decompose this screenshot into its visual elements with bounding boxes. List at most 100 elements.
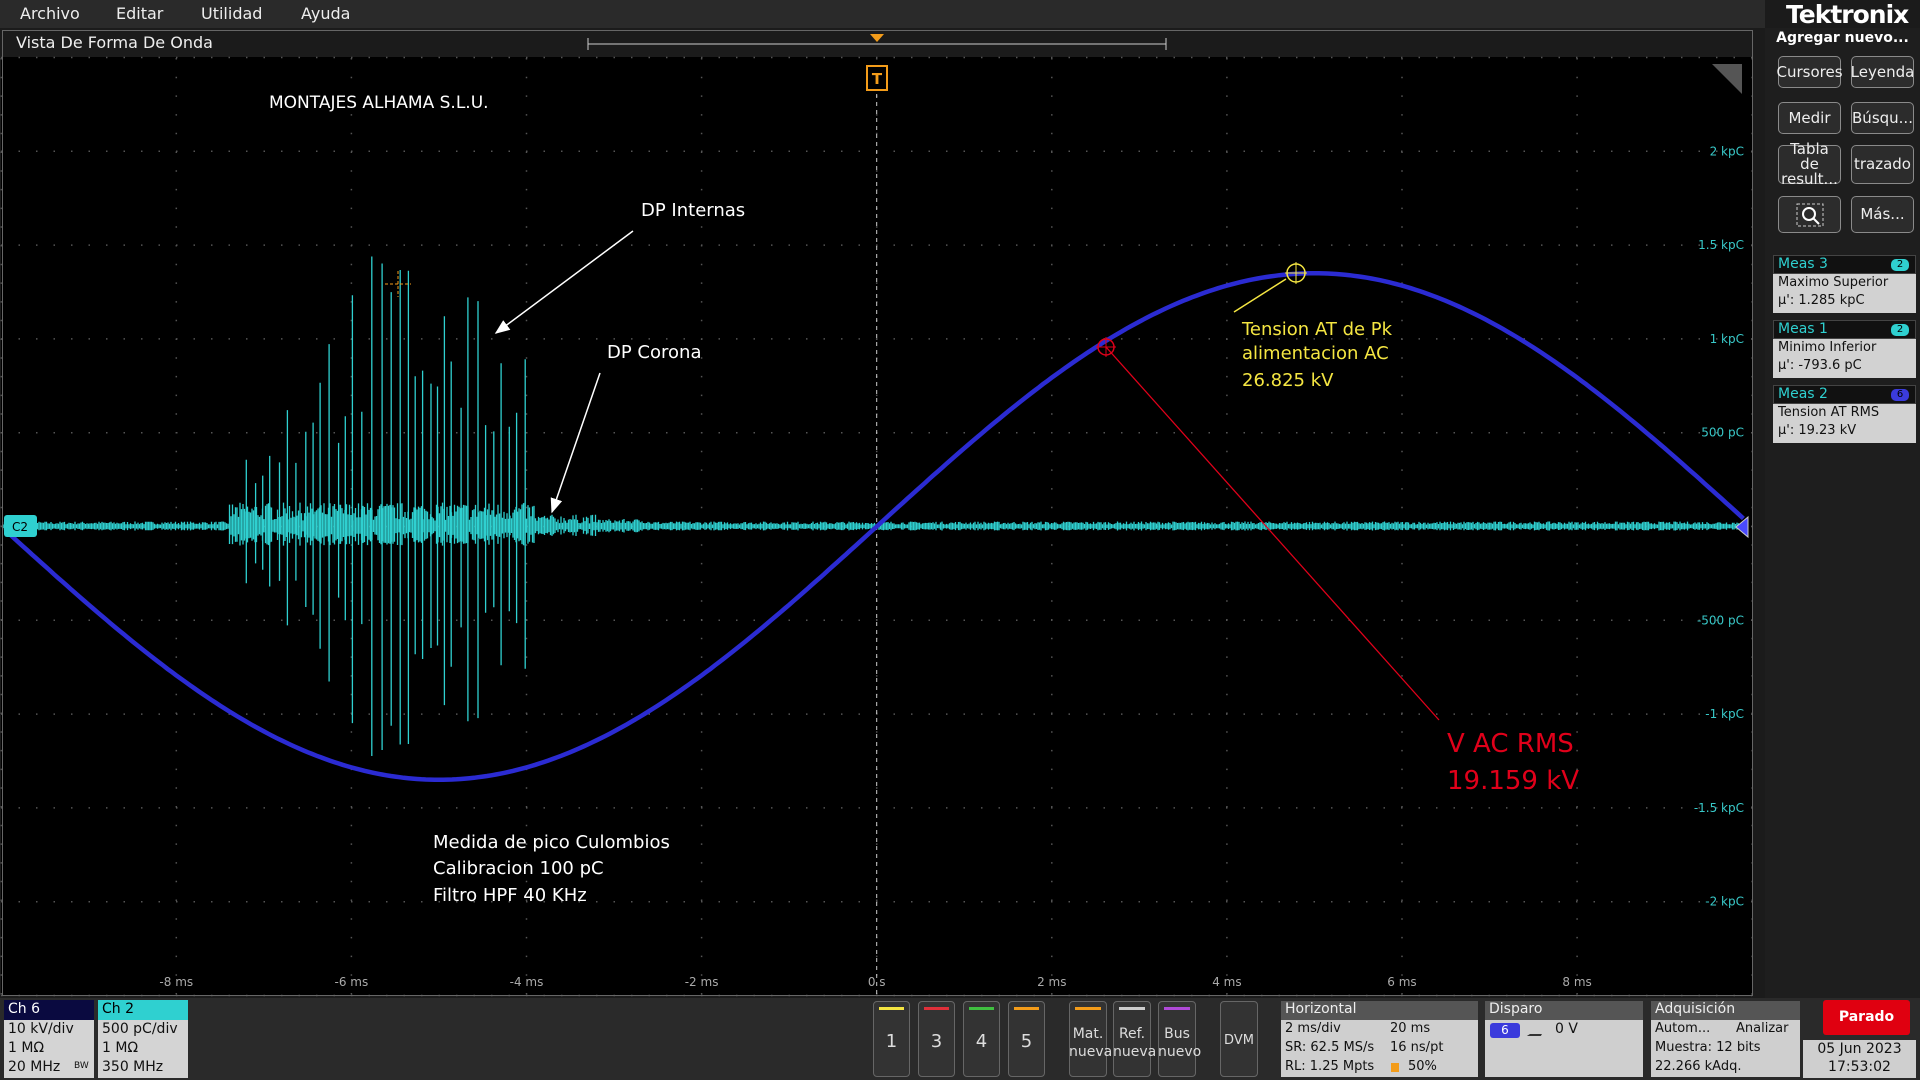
peak-label: alimentacion AC xyxy=(1242,343,1389,364)
new-button-label: nueva xyxy=(1069,1044,1113,1060)
new-button[interactable] xyxy=(1069,1001,1107,1077)
menu-item[interactable]: Ayuda xyxy=(301,4,351,23)
channel-body[interactable] xyxy=(4,1020,94,1078)
menu-item[interactable]: Editar xyxy=(116,4,164,23)
peak-label: Tension AT de Pk xyxy=(1241,319,1393,340)
x-tick-label: 2 ms xyxy=(1037,975,1066,989)
panel-button[interactable]: Búsqu... xyxy=(1851,102,1914,134)
meas-header[interactable] xyxy=(1773,255,1916,274)
meas-header[interactable] xyxy=(1773,385,1916,404)
meas-body[interactable] xyxy=(1773,274,1916,313)
note: Calibracion 100 pC xyxy=(433,858,604,879)
panel-button[interactable]: Cursores xyxy=(1776,56,1843,88)
panel-button[interactable]: Más... xyxy=(1851,196,1914,233)
settings-header[interactable] xyxy=(1281,1001,1478,1020)
horizontal-setting: RL: 1.25 Mpts xyxy=(1285,1059,1375,1074)
settings-header[interactable] xyxy=(1651,1001,1800,1020)
y-tick-label: 2 kpC xyxy=(1710,144,1744,158)
channel-setting: 20 MHz xyxy=(8,1059,61,1075)
channel-marker: C2 xyxy=(12,520,28,534)
x-tick-label: 8 ms xyxy=(1562,975,1591,989)
y-tick-label: 1.5 kpC xyxy=(1698,238,1744,252)
run-status[interactable]: Parado xyxy=(1823,1000,1910,1035)
trigger-marker-bg xyxy=(866,65,888,91)
time: 17:53:02 xyxy=(1828,1059,1891,1075)
date: 05 Jun 2023 xyxy=(1817,1041,1902,1057)
acq-setting: Muestra: 12 bits xyxy=(1655,1040,1761,1055)
cursor-c xyxy=(385,271,411,297)
channel-title: Ch 2 xyxy=(102,1001,135,1017)
x-tick-label: -6 ms xyxy=(335,975,369,989)
channel-button-label: 4 xyxy=(975,1031,988,1052)
channel-button[interactable] xyxy=(963,1001,1000,1077)
menu-item[interactable]: Utilidad xyxy=(201,4,263,23)
new-button-label: Ref. xyxy=(1118,1026,1146,1042)
settings-body[interactable] xyxy=(1281,1020,1478,1077)
meas-body[interactable] xyxy=(1773,339,1916,378)
cursor-b-cross xyxy=(1096,337,1116,357)
menu-item[interactable]: Archivo xyxy=(20,4,80,23)
channel-header[interactable] xyxy=(4,1000,94,1020)
horizontal-setting: 50% xyxy=(1408,1059,1437,1074)
new-button[interactable] xyxy=(1158,1001,1196,1077)
meas-header[interactable] xyxy=(1773,320,1916,339)
brand-logo: Tektronix xyxy=(1786,0,1909,29)
rms-leader xyxy=(1105,346,1440,721)
acq-setting: 22.266 kAdq. xyxy=(1655,1059,1742,1074)
meas-label: Tension AT RMS xyxy=(1778,405,1880,420)
x-tick-label: 0 s xyxy=(868,975,886,989)
channel-button[interactable] xyxy=(1008,1001,1045,1077)
meas-badge: 2 xyxy=(1891,324,1909,336)
settings-header[interactable] xyxy=(1485,1001,1643,1020)
panel-button[interactable]: Tabla de result... xyxy=(1778,142,1841,187)
view-title: Vista De Forma De Onda xyxy=(16,33,213,52)
x-tick-label: -8 ms xyxy=(159,975,193,989)
meas-body[interactable] xyxy=(1773,404,1916,443)
meas-value: μ': 19.23 kV xyxy=(1778,423,1857,438)
panel-button[interactable]: trazado xyxy=(1851,145,1914,184)
channel-button[interactable] xyxy=(873,1001,910,1077)
meas-name: Meas 1 xyxy=(1778,321,1828,337)
channel-body[interactable] xyxy=(98,1020,188,1078)
new-color xyxy=(1164,1007,1190,1010)
channel-setting: 10 kV/div xyxy=(8,1021,74,1037)
new-color xyxy=(1075,1007,1101,1010)
zoom-button[interactable] xyxy=(1778,196,1841,233)
record-bar xyxy=(587,38,1167,50)
y-tick-label: -2 kpC xyxy=(1705,895,1744,909)
dvm-button[interactable] xyxy=(1220,1001,1258,1077)
annotation: DP Internas xyxy=(641,200,745,221)
channel-color xyxy=(879,1007,904,1010)
channel-header[interactable] xyxy=(98,1000,188,1020)
x-tick-label: -2 ms xyxy=(685,975,719,989)
channel-button-label: 3 xyxy=(930,1031,943,1052)
rms-label: 19.159 kV xyxy=(1447,766,1579,796)
channel-button-label: 5 xyxy=(1020,1031,1033,1052)
zoom-icon xyxy=(1796,203,1823,226)
settings-body[interactable] xyxy=(1651,1020,1800,1077)
arrow xyxy=(550,372,601,514)
y-tick-label: 500 pC xyxy=(1701,426,1744,440)
peak-label: 26.825 kV xyxy=(1242,370,1334,391)
new-button[interactable] xyxy=(1113,1001,1151,1077)
channel-color xyxy=(1014,1007,1039,1010)
acq-setting: Analizar xyxy=(1736,1021,1789,1036)
x-tick-label: 6 ms xyxy=(1387,975,1416,989)
note: Filtro HPF 40 KHz xyxy=(433,885,587,906)
x-tick-label: -4 ms xyxy=(510,975,544,989)
channel-title: Ch 6 xyxy=(8,1001,41,1017)
panel-button[interactable]: Medir xyxy=(1778,102,1841,134)
horizontal-setting: SR: 62.5 MS/s xyxy=(1285,1040,1375,1055)
trigger-marker: T xyxy=(872,70,883,88)
settings-title: Disparo xyxy=(1489,1001,1543,1017)
channel-setting: 1 MΩ xyxy=(102,1040,139,1056)
panel-button[interactable]: Leyenda xyxy=(1851,56,1914,88)
channel-button[interactable] xyxy=(918,1001,955,1077)
horizontal-setting: 20 ms xyxy=(1390,1021,1431,1036)
meas-value: μ': -793.6 pC xyxy=(1778,358,1862,373)
settings-title: Adquisición xyxy=(1655,1001,1736,1017)
new-color xyxy=(1119,1007,1145,1010)
trigger-caret xyxy=(870,34,884,42)
